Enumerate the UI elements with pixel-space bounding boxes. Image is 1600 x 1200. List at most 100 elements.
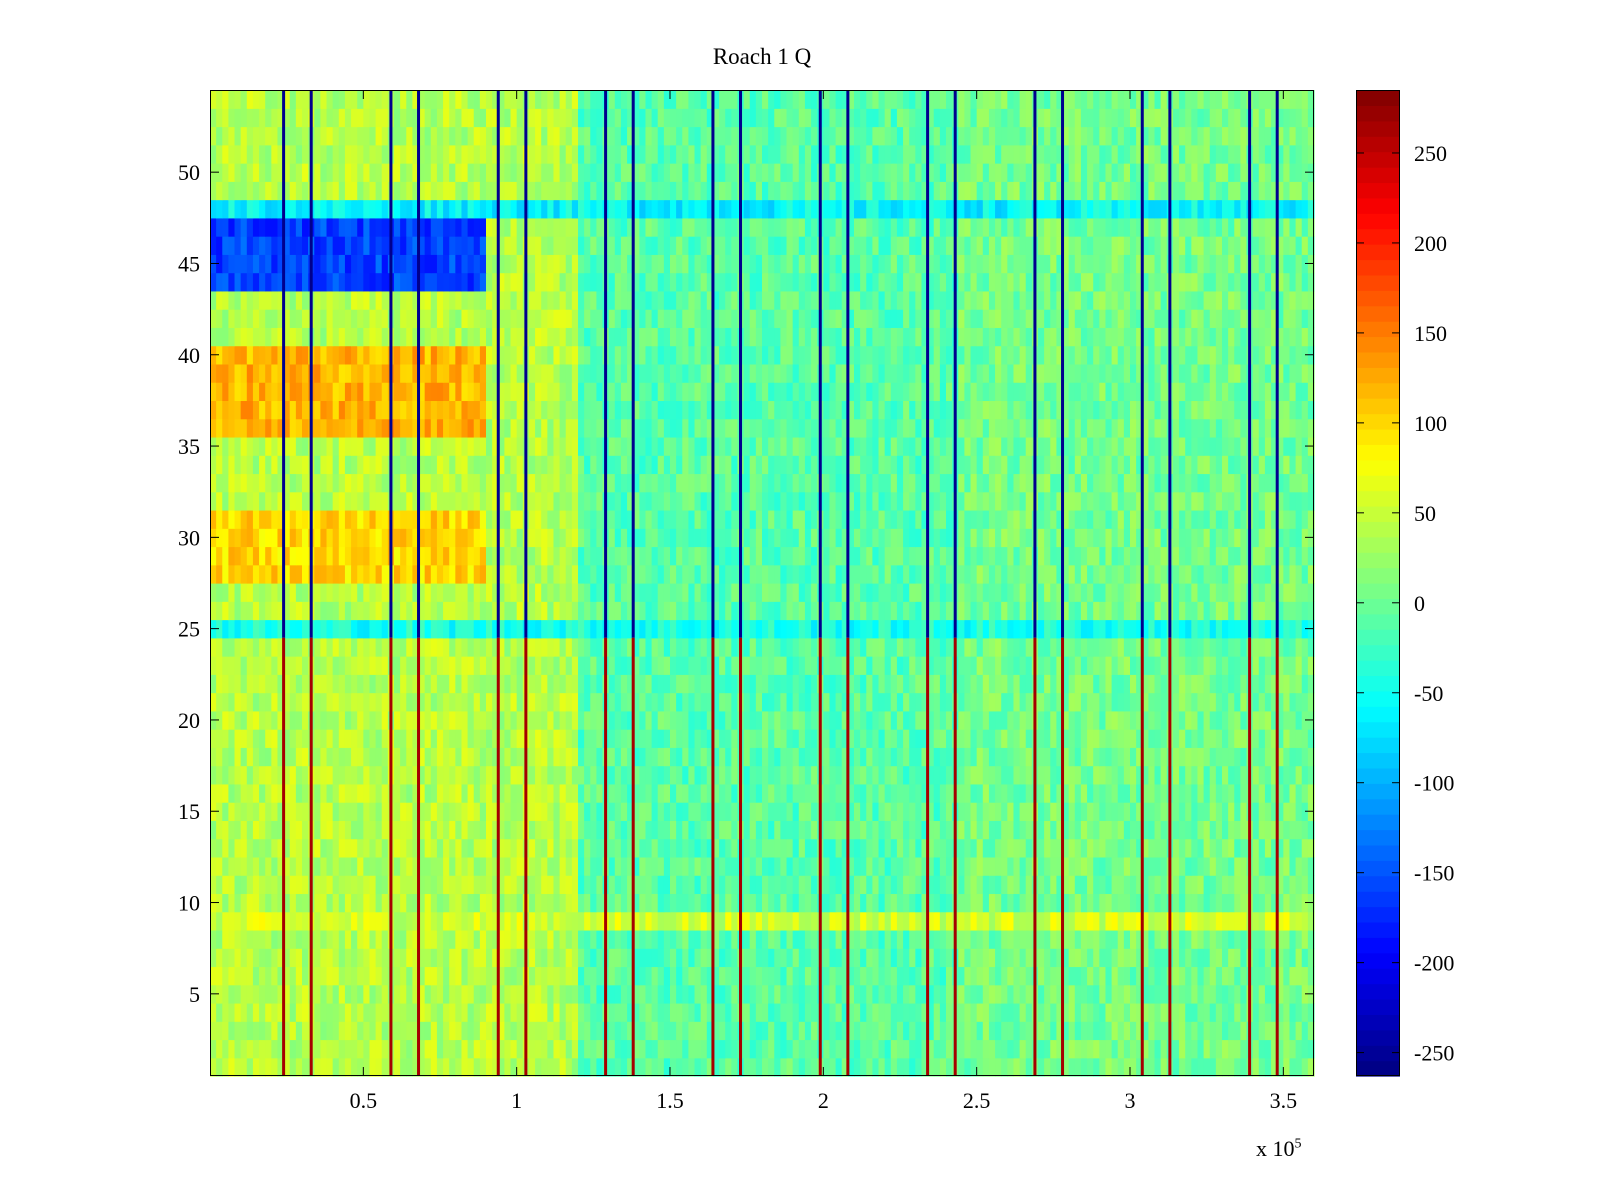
heatmap-cell: [492, 948, 499, 968]
heatmap-cell: [995, 984, 1002, 1004]
heatmap-cell: [700, 1002, 708, 1022]
heatmap-cell: [1050, 911, 1057, 931]
heatmap-cell: [627, 1057, 634, 1077]
heatmap-cell: [792, 856, 800, 876]
heatmap-cell: [596, 929, 604, 949]
heatmap-cell: [946, 984, 953, 1004]
heatmap-cell: [314, 1057, 321, 1077]
heatmap-cell: [449, 911, 456, 931]
heatmap-cell: [608, 984, 616, 1004]
heatmap-cell: [320, 929, 328, 949]
heatmap-cell: [240, 856, 248, 876]
heatmap-cell: [645, 856, 653, 876]
heatmap-cell: [614, 1002, 622, 1022]
heatmap-cell: [418, 875, 426, 895]
heatmap-cell: [1258, 875, 1266, 895]
heatmap-cell: [725, 1039, 732, 1059]
heatmap-cell: [988, 1021, 996, 1041]
heatmap-cell: [406, 966, 413, 986]
heatmap-cell: [535, 856, 542, 876]
heatmap-cell: [1215, 929, 1223, 949]
heatmap-cell: [326, 856, 334, 876]
heatmap-cell: [620, 1002, 628, 1022]
heatmap-cell: [326, 1057, 334, 1077]
heatmap-cell: [541, 1057, 548, 1077]
heatmap-cell: [277, 911, 285, 931]
heatmap-cell: [295, 856, 303, 876]
heatmap-cell: [939, 929, 947, 949]
heatmap-cell: [314, 948, 321, 968]
heatmap-cell: [995, 1057, 1002, 1077]
heatmap-cell: [1203, 911, 1211, 931]
heatmap-cell: [375, 1057, 383, 1077]
heatmap-cell: [565, 856, 573, 876]
heatmap-cell: [363, 929, 371, 949]
heatmap-cell: [357, 911, 364, 931]
heatmap-cell: [731, 966, 739, 986]
heatmap-cell: [676, 856, 683, 876]
heatmap-cell: [1130, 893, 1137, 913]
heatmap-cell: [700, 911, 708, 931]
heatmap-cell: [1044, 966, 1051, 986]
heatmap-cell: [890, 893, 898, 913]
heatmap-cell: [719, 948, 726, 968]
heatmap-cell: [762, 1021, 769, 1041]
heatmap-cell: [535, 1039, 542, 1059]
heatmap-cell: [363, 911, 371, 931]
heatmap-cell: [976, 966, 984, 986]
heatmap-cell: [559, 1039, 567, 1059]
heatmap-cell: [1172, 929, 1180, 949]
heatmap-cell: [1068, 893, 1076, 913]
heatmap-cell: [210, 1057, 217, 1077]
heatmap-cell: [1209, 948, 1217, 968]
heatmap-cell: [406, 875, 413, 895]
heatmap-cell: [645, 1057, 653, 1077]
heatmap-cell: [289, 1002, 297, 1022]
heatmap-cell: [700, 856, 708, 876]
heatmap-cell: [639, 1021, 647, 1041]
heatmap-cell: [786, 948, 794, 968]
heatmap-cell: [608, 1002, 616, 1022]
heatmap-cell: [1130, 984, 1137, 1004]
heatmap-cell: [1001, 1057, 1008, 1077]
heatmap-cell: [811, 875, 818, 895]
heatmap-cell: [1099, 966, 1107, 986]
heatmap-cell: [596, 1057, 604, 1077]
heatmap-cell: [314, 984, 321, 1004]
heatmap-cell: [394, 1039, 401, 1059]
heatmap-cell: [620, 929, 628, 949]
heatmap-cell: [854, 911, 861, 931]
heatmap-cell: [571, 1039, 579, 1059]
heatmap-cell: [1056, 875, 1064, 895]
heatmap-cell: [682, 875, 689, 895]
heatmap-cell: [1142, 984, 1149, 1004]
heatmap-cell: [903, 929, 910, 949]
heatmap-cell: [768, 929, 775, 949]
heatmap-cell: [473, 984, 481, 1004]
heatmap-cell: [455, 1021, 463, 1041]
heatmap-cell: [1148, 856, 1156, 876]
heatmap-cell: [510, 929, 518, 949]
heatmap-cell: [719, 856, 726, 876]
heatmap-cell: [1080, 1057, 1088, 1077]
heatmap-cell: [841, 1021, 849, 1041]
heatmap-cell: [798, 1039, 806, 1059]
heatmap-cell: [933, 929, 941, 949]
heatmap-cell: [1307, 875, 1315, 895]
heatmap-cell: [976, 1002, 984, 1022]
heatmap-cell: [1105, 911, 1113, 931]
heatmap-cell: [406, 1039, 413, 1059]
heatmap-cell: [620, 1021, 628, 1041]
heatmap-cell: [1197, 966, 1205, 986]
heatmap-cell: [1240, 875, 1248, 895]
heatmap-cell: [1007, 1057, 1015, 1077]
heatmap-cell: [216, 911, 223, 931]
heatmap-cell: [1142, 1039, 1149, 1059]
heatmap-cell: [1013, 948, 1021, 968]
heatmap-cell: [645, 893, 653, 913]
heatmap-cell: [436, 966, 444, 986]
heatmap-cell: [535, 911, 542, 931]
heatmap-cell: [829, 856, 837, 876]
heatmap-cell: [1130, 856, 1137, 876]
heatmap-cell: [320, 893, 328, 913]
